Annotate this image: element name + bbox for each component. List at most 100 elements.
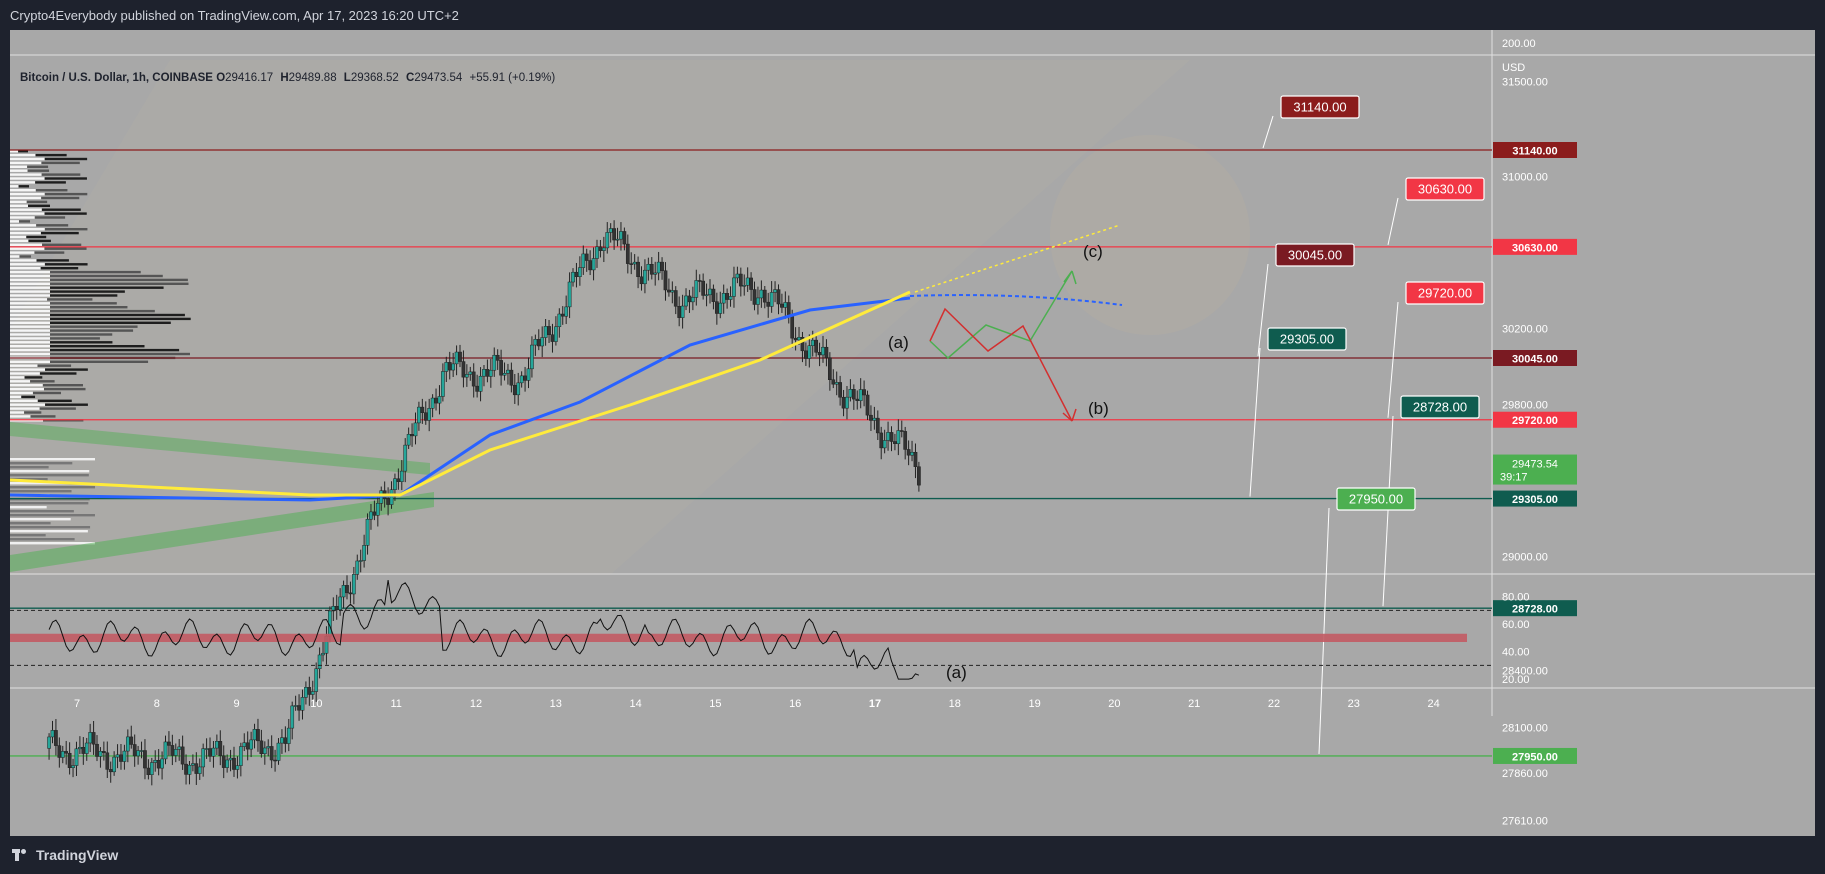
last-price-tag [1493, 454, 1577, 485]
volume-profile-bar [10, 282, 50, 285]
candle-body [102, 751, 106, 754]
candle-body [636, 261, 640, 278]
candle-body [790, 316, 795, 339]
candle-body [88, 732, 93, 744]
candle-body [184, 763, 188, 775]
volume-profile-bar [40, 267, 79, 270]
volume-profile-bar [24, 376, 43, 379]
time-axis-label: 16 [789, 698, 801, 710]
candle-body [547, 326, 551, 335]
candle-body [321, 652, 325, 656]
wave-c-label: (c) [1083, 242, 1103, 261]
chart-area[interactable]: 31140.00 31140.00 30630.00 30630.00 30045.00… [10, 30, 1815, 836]
candle-body [519, 375, 524, 384]
tradingview-logo[interactable]: TradingView [12, 847, 118, 863]
level-axis-tag [1493, 411, 1577, 428]
candle-body [749, 277, 753, 290]
volume-profile-bar [10, 220, 20, 223]
level-axis-tag [1493, 600, 1577, 617]
volume-profile-bar [10, 239, 29, 243]
candle-body [434, 397, 438, 404]
candle-body [276, 742, 281, 761]
volume-profile-bar [34, 251, 65, 254]
candle-body [187, 764, 192, 775]
volume-profile-bar [19, 255, 32, 258]
candle-body [886, 432, 890, 441]
time-axis-label: 17 [869, 698, 881, 710]
candle-body [738, 273, 743, 287]
candle-body [667, 289, 671, 293]
time-axis-label: 13 [550, 698, 562, 710]
volume-profile-bar [10, 502, 89, 505]
candle-body [509, 369, 514, 386]
candle-body [417, 406, 421, 424]
candle-body [197, 766, 202, 774]
candle-body [687, 295, 692, 303]
candle-body [639, 276, 644, 285]
volume-profile-bar [50, 294, 118, 297]
level-axis-tag [1493, 490, 1577, 507]
candle-body [290, 705, 295, 729]
candle-body [482, 369, 486, 377]
volume-profile-bar [10, 228, 45, 231]
volume-profile-bar [10, 387, 44, 391]
level-callout-box [1275, 243, 1355, 267]
candle-body [372, 511, 377, 516]
volume-profile-bar [28, 239, 51, 243]
candle-body [451, 363, 456, 371]
volume-profile-bar [10, 486, 95, 489]
volume-profile-bar [10, 368, 46, 371]
volume-profile-bar [10, 306, 50, 309]
level-callout-label: 31140.00 [1293, 100, 1346, 115]
rsi-wave-a-label: (a) [946, 663, 967, 682]
candle-body [105, 752, 110, 770]
volume-profile-bar [50, 321, 171, 324]
candle-body [50, 730, 55, 738]
time-axis-label: 20 [1108, 698, 1120, 710]
volume-profile-bar [44, 263, 88, 266]
volume-profile-bar [10, 212, 45, 215]
volume-profile-bar [50, 313, 185, 317]
volume-profile-bar [50, 337, 100, 340]
candle-body [560, 313, 565, 317]
candle-body [619, 231, 623, 240]
candle-body [78, 747, 82, 750]
volume-profile-bar [18, 150, 28, 153]
symbol-legend: Bitcoin / U.S. Dollar, 1h, COINBASE O294… [20, 72, 559, 84]
close-value: 29473.54 [414, 72, 463, 84]
volume-profile-bar [10, 395, 22, 399]
candle-body [543, 326, 548, 338]
candle-body [601, 247, 606, 251]
volume-profile-bar [45, 368, 88, 371]
volume-profile-bar [10, 462, 73, 465]
candle-body [862, 389, 866, 396]
candle-body [893, 441, 897, 444]
low-key: L [343, 72, 351, 84]
price-axis-tick: 28400.00 [1502, 665, 1548, 677]
candle-body [588, 260, 592, 271]
volume-profile-bar [10, 407, 40, 410]
time-axis-label: 23 [1348, 698, 1360, 710]
volume-profile-bar [10, 526, 91, 529]
candle-body [530, 344, 534, 370]
time-axis-label: 15 [709, 698, 721, 710]
volume-profile-bar [24, 411, 42, 414]
candle-body [848, 389, 853, 398]
volume-profile-bar [10, 321, 50, 324]
candle-body [663, 270, 668, 291]
level-callout-box [1267, 327, 1347, 351]
candle-body [721, 293, 726, 304]
candle-body [773, 289, 777, 293]
volume-profile-bar [10, 278, 50, 282]
candle-body [684, 295, 688, 307]
candle-body [314, 668, 319, 692]
candle-body [317, 654, 322, 670]
time-axis-label: 7 [74, 698, 80, 710]
volume-profile-bar [50, 345, 145, 348]
price-chart[interactable]: 31140.00 31140.00 30630.00 30630.00 30045.00… [10, 30, 1815, 836]
candle-body [64, 751, 69, 754]
candle-body [780, 303, 784, 308]
candle-body [334, 605, 339, 611]
volume-profile-bar [10, 231, 41, 235]
volume-profile-bar [10, 192, 45, 196]
